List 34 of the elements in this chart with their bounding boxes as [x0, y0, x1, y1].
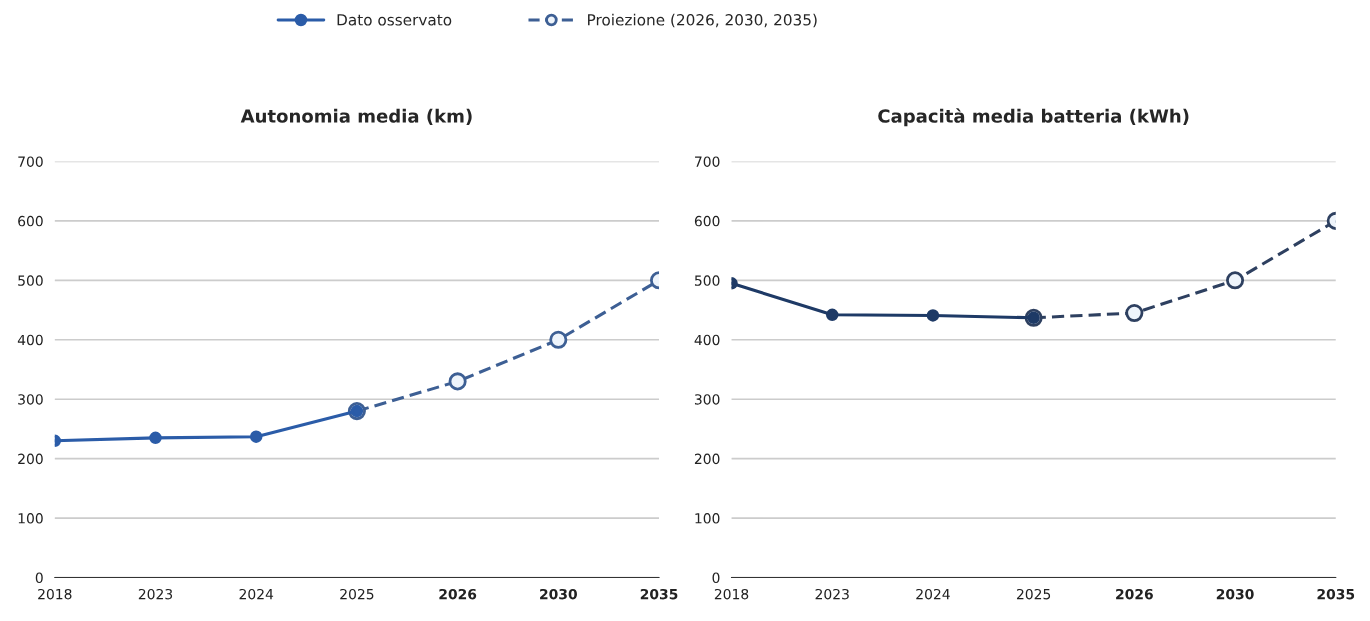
x-tick-label: 2035 — [1317, 588, 1355, 600]
x-tick-label: 2026 — [1116, 588, 1153, 600]
x-tick-label: 2025 — [1016, 588, 1051, 600]
x-tick-label: 2023 — [138, 588, 173, 600]
y-tick-label: 600 — [18, 215, 43, 227]
y-tick-label: 500 — [18, 275, 43, 286]
y-tick-label: 100 — [18, 513, 43, 524]
legend-label: Proiezione (2026, 2030, 2035) — [588, 13, 817, 28]
y-tick-label: 600 — [694, 215, 720, 227]
x-tick-label: 2018 — [38, 588, 72, 600]
y-tick-label: 700 — [18, 156, 43, 167]
x-tick-label: 2035 — [640, 588, 678, 600]
y-tick-label: 400 — [694, 334, 720, 346]
x-tick-label: 2026 — [439, 588, 477, 600]
y-tick-label: 200 — [694, 453, 720, 465]
y-tick-label: 300 — [18, 394, 43, 405]
x-tick-label: 2030 — [540, 588, 577, 600]
y-tick-label: 0 — [35, 572, 43, 583]
y-tick-label: 200 — [18, 453, 43, 465]
y-tick-label: 300 — [694, 394, 720, 405]
y-tick-label: 100 — [695, 513, 720, 524]
x-tick-label: 2024 — [916, 588, 950, 600]
x-tick-label: 2024 — [239, 588, 274, 600]
y-tick-label: 400 — [17, 334, 43, 346]
y-tick-label: 0 — [712, 572, 720, 583]
x-tick-label: 2023 — [815, 588, 849, 600]
chart-title: Autonomia media (km) — [240, 108, 472, 125]
y-tick-label: 700 — [695, 156, 720, 167]
chart-title: Capacità media batteria (kWh) — [878, 108, 1189, 127]
x-tick-label: 2030 — [1216, 588, 1254, 600]
x-tick-label: 2018 — [714, 588, 749, 600]
legend-label: Dato osservato — [337, 14, 452, 26]
x-tick-label: 2025 — [340, 588, 374, 600]
y-tick-label: 500 — [694, 275, 720, 286]
